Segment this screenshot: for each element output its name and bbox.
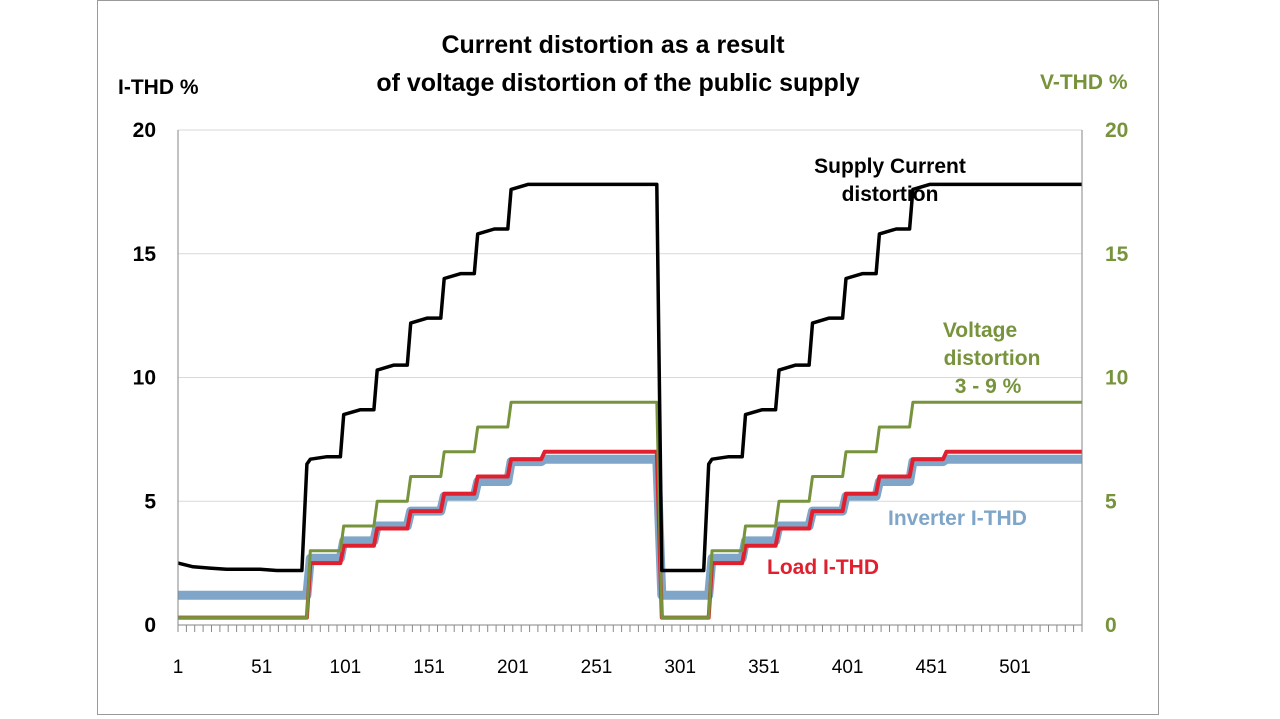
y2-tick-label-10: 10 bbox=[1105, 367, 1128, 390]
chart-frame: 0 5 10 15 20 0 5 10 15 20 1 51 101 151 201 251 301 351 401… bbox=[97, 0, 1159, 715]
series-label-supply-line-2: distortion bbox=[842, 183, 939, 206]
series-label-inverter: Inverter I-THD bbox=[888, 507, 1027, 530]
series-layer bbox=[177, 182, 1082, 620]
x-tick-label-451: 451 bbox=[915, 657, 947, 678]
x-axis-minor-ticks bbox=[177, 625, 1083, 632]
x-tick-label-501: 501 bbox=[999, 657, 1031, 678]
y2-axis-label: V-THD % bbox=[1040, 71, 1128, 94]
series-label-supply-line-1: Supply Current bbox=[814, 155, 966, 178]
y-tick-label-10: 10 bbox=[133, 367, 156, 390]
y2-tick-label-15: 15 bbox=[1105, 243, 1129, 266]
y-tick-label-15: 15 bbox=[133, 243, 157, 266]
gridlines bbox=[178, 129, 1082, 502]
y-tick-label-20: 20 bbox=[133, 119, 156, 142]
x-tick-label-251: 251 bbox=[581, 657, 613, 678]
y-tick-label-0: 0 bbox=[144, 614, 156, 637]
series-label-voltage-line-1: Voltage bbox=[943, 319, 1017, 342]
x-tick-label-351: 351 bbox=[748, 657, 780, 678]
x-tick-label-51: 51 bbox=[251, 657, 272, 678]
series-line-supply bbox=[177, 182, 1082, 573]
y2-tick-label-0: 0 bbox=[1105, 614, 1117, 637]
x-tick-label-301: 301 bbox=[664, 657, 696, 678]
y2-tick-label-20: 20 bbox=[1105, 119, 1128, 142]
series-label-voltage-line-3: 3 - 9 % bbox=[955, 375, 1022, 398]
x-tick-label-151: 151 bbox=[413, 657, 445, 678]
y-tick-label-5: 5 bbox=[144, 490, 156, 513]
series-line-load bbox=[178, 449, 1082, 620]
x-tick-label-1: 1 bbox=[173, 657, 184, 678]
chart-title-line-2: of voltage distortion of the public supp… bbox=[376, 69, 859, 97]
chart-title-line-1: Current distortion as a result bbox=[441, 31, 785, 59]
y2-tick-label-5: 5 bbox=[1105, 490, 1117, 513]
y-axis-label: I-THD % bbox=[118, 76, 199, 99]
x-tick-label-401: 401 bbox=[832, 657, 864, 678]
series-label-load: Load I-THD bbox=[767, 556, 879, 579]
x-tick-label-201: 201 bbox=[497, 657, 529, 678]
x-tick-label-101: 101 bbox=[330, 657, 362, 678]
series-label-voltage-line-2: distortion bbox=[944, 347, 1041, 370]
